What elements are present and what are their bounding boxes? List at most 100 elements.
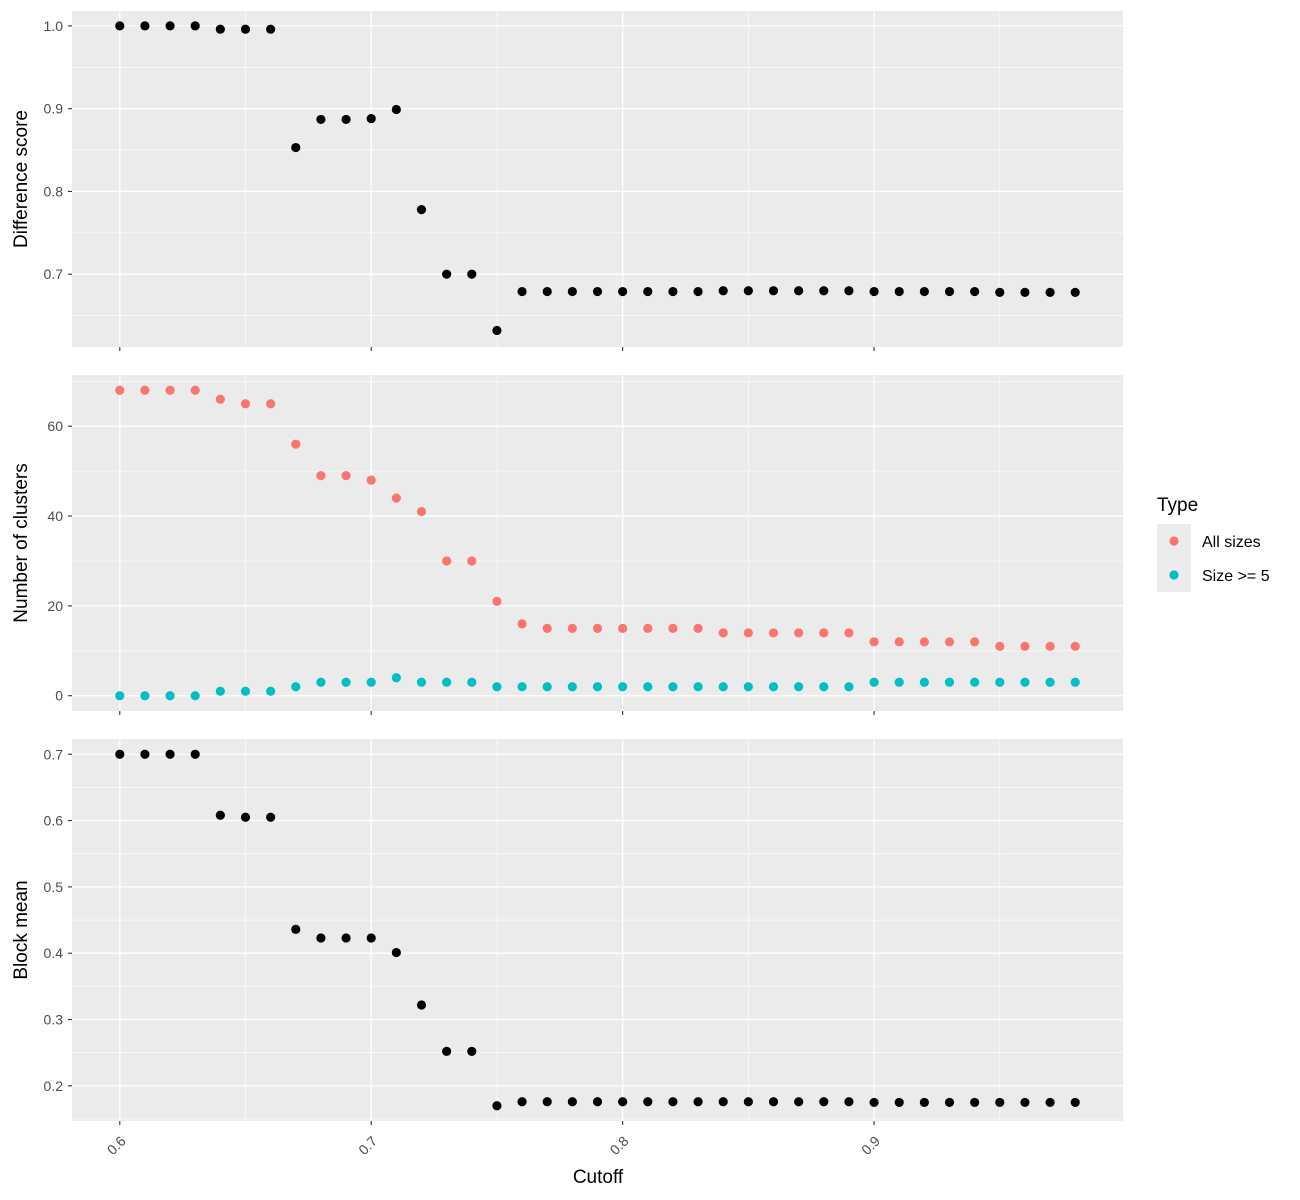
data-point — [768, 1097, 779, 1107]
data-point — [517, 619, 527, 629]
data-point — [768, 682, 779, 692]
y-tick-label: 0 — [55, 688, 63, 704]
legend: Type All sizes Size >= 5 — [1157, 495, 1270, 592]
data-point — [618, 623, 628, 633]
y-tick-label: 20 — [47, 598, 63, 614]
series-points — [115, 673, 1080, 701]
data-point — [693, 682, 703, 692]
y-tick-label: 0.4 — [44, 945, 64, 961]
data-point — [592, 623, 603, 633]
data-point — [995, 287, 1005, 297]
data-point — [341, 114, 351, 125]
data-point — [442, 269, 452, 279]
data-point — [391, 673, 401, 683]
data-point — [517, 286, 527, 297]
legend-label: All sizes — [1202, 534, 1261, 551]
data-point — [794, 286, 804, 296]
data-point — [1070, 287, 1080, 297]
legend-swatch — [1169, 536, 1179, 546]
data-point — [618, 286, 628, 297]
data-point — [643, 623, 653, 633]
data-point — [467, 677, 477, 687]
data-point — [215, 24, 225, 34]
data-point — [643, 682, 653, 692]
data-point — [291, 439, 301, 449]
data-point — [718, 1097, 728, 1107]
data-point — [970, 677, 980, 687]
data-point — [542, 286, 552, 297]
data-point — [643, 1097, 653, 1107]
legend-label: Size >= 5 — [1202, 568, 1270, 585]
data-point — [115, 385, 125, 395]
data-point — [240, 812, 251, 822]
data-point — [240, 399, 251, 409]
data-point — [140, 21, 150, 31]
data-point — [995, 1097, 1005, 1108]
data-point — [542, 682, 552, 692]
data-point — [215, 394, 225, 404]
data-point — [492, 1101, 502, 1111]
data-point — [1045, 287, 1055, 297]
data-point — [944, 1097, 955, 1108]
y-axis-title: Number of clusters — [11, 463, 32, 622]
panel-2: 0 20 40 60 Number of clusters — [11, 375, 1123, 715]
data-point — [819, 1097, 829, 1107]
series-points — [115, 21, 1080, 336]
x-axis-title: Cutoff — [573, 1167, 624, 1188]
data-point — [869, 286, 879, 297]
data-point — [995, 641, 1005, 651]
data-point — [542, 623, 552, 633]
data-point — [743, 628, 753, 638]
data-point — [768, 628, 779, 638]
data-point — [919, 286, 929, 297]
data-point — [1045, 641, 1055, 651]
data-point — [819, 286, 829, 296]
data-point — [970, 1097, 980, 1108]
data-point — [467, 556, 477, 566]
data-point — [542, 1097, 552, 1107]
data-point — [366, 113, 376, 124]
data-point — [240, 24, 251, 34]
data-point — [668, 682, 678, 692]
data-point — [844, 628, 854, 638]
data-point — [919, 637, 929, 647]
data-point — [592, 286, 603, 297]
data-point — [567, 682, 577, 692]
data-point — [190, 21, 200, 31]
data-point — [970, 637, 980, 647]
data-point — [1020, 677, 1030, 687]
y-tick-label: 0.8 — [44, 183, 64, 199]
data-point — [391, 947, 401, 958]
data-point — [567, 1097, 577, 1107]
data-point — [869, 637, 879, 647]
data-point — [668, 623, 678, 633]
data-point — [995, 677, 1005, 687]
data-point — [919, 677, 929, 687]
data-point — [291, 924, 301, 934]
data-point — [844, 682, 854, 692]
series-points — [115, 385, 1080, 651]
data-point — [1045, 1097, 1055, 1108]
data-point — [165, 691, 175, 701]
data-point — [140, 691, 150, 701]
data-point — [894, 286, 904, 297]
data-point — [442, 1046, 452, 1056]
data-point — [442, 556, 452, 566]
data-point — [115, 691, 125, 701]
data-point — [316, 114, 326, 125]
data-point — [592, 1097, 603, 1107]
data-point — [743, 682, 753, 692]
x-tick-label: 0.9 — [858, 1133, 883, 1158]
legend-swatch — [1169, 570, 1179, 580]
data-point — [844, 1097, 854, 1107]
y-axis-title: Difference score — [11, 110, 32, 248]
data-point — [668, 1097, 678, 1107]
data-point — [567, 623, 577, 633]
data-point — [869, 677, 879, 687]
data-point — [341, 471, 351, 481]
data-point — [115, 21, 125, 31]
data-point — [944, 677, 955, 687]
data-point — [140, 385, 150, 395]
data-point — [140, 749, 150, 759]
panel-background — [72, 739, 1123, 1121]
